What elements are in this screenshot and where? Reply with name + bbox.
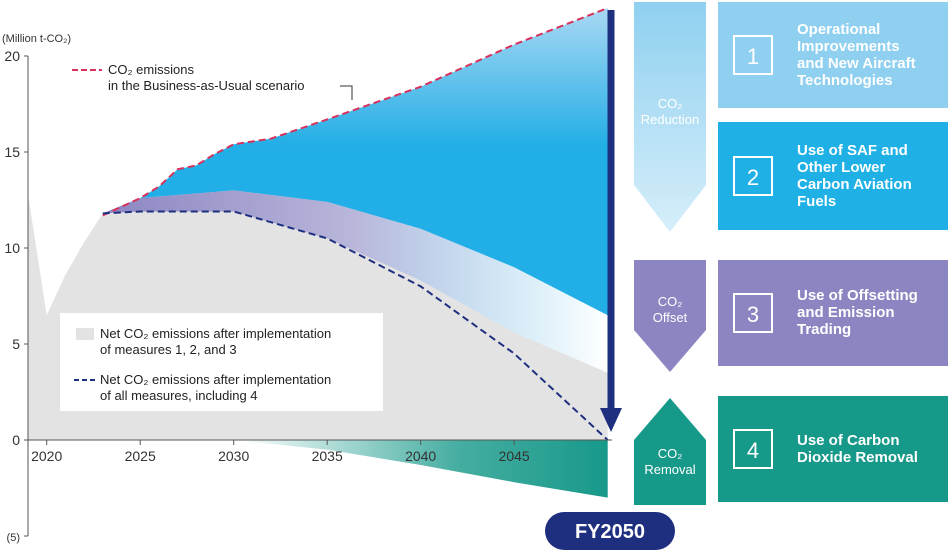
x-tick-label: 2020 xyxy=(31,448,62,464)
legend-label: CO₂ emissions in the Business-as-Usual s… xyxy=(108,62,305,93)
y-tick-label: 15 xyxy=(4,144,20,160)
measure-box xyxy=(718,396,948,502)
arrow-label: CO₂ Reduction xyxy=(640,96,700,127)
measure-text: Operational Improvements and New Aircraf… xyxy=(797,21,916,89)
x-tick-label: 2030 xyxy=(218,448,249,464)
measure-text: Use of SAF and Other Lower Carbon Aviati… xyxy=(797,142,912,210)
x-tick-label: 2025 xyxy=(125,448,156,464)
removal-arrow xyxy=(634,398,706,505)
x-tick-label: 2040 xyxy=(405,448,436,464)
legend-label: Net CO₂ emissions after implementation o… xyxy=(100,372,332,403)
measure-number: 1 xyxy=(733,35,773,75)
fy-label: FY2050 xyxy=(575,521,645,543)
measure-number: 3 xyxy=(733,293,773,333)
arrow-label: CO₂ Removal xyxy=(644,446,696,477)
measure-text: Use of Offsetting and Emission Trading xyxy=(797,287,918,338)
fy-arrowhead xyxy=(600,408,622,432)
legend-box xyxy=(60,313,383,411)
y-tick-label: 20 xyxy=(4,48,20,64)
offset-arrow xyxy=(634,260,706,372)
y-tick-label: 5 xyxy=(12,336,20,352)
legend-label: Net CO₂ emissions after implementation o… xyxy=(100,326,332,357)
measure-number: 2 xyxy=(733,156,773,196)
legend-swatch xyxy=(76,328,94,340)
y-tick-label: (5) xyxy=(7,532,20,544)
y-axis-label: (Million t-CO₂) xyxy=(2,33,71,45)
offset-area xyxy=(102,190,608,373)
measure-box xyxy=(718,260,948,366)
measure-number: 4 xyxy=(733,429,773,469)
x-tick-label: 2035 xyxy=(312,448,343,464)
x-tick-label: 2045 xyxy=(499,448,530,464)
reduction-arrow xyxy=(634,2,706,232)
bau-line xyxy=(102,7,609,217)
measure-text: Use of Carbon Dioxide Removal xyxy=(797,432,918,466)
fy-pill xyxy=(545,512,675,550)
arrow-label: CO₂ Offset xyxy=(652,294,688,325)
y-tick-label: 10 xyxy=(4,240,20,256)
measure-box xyxy=(718,2,948,108)
legend-leader xyxy=(340,85,353,100)
removal-area xyxy=(233,440,608,498)
reduction-area xyxy=(102,8,608,316)
y-tick-label: 0 xyxy=(12,432,20,448)
measure-box xyxy=(718,122,948,230)
net-all-line xyxy=(102,210,609,441)
